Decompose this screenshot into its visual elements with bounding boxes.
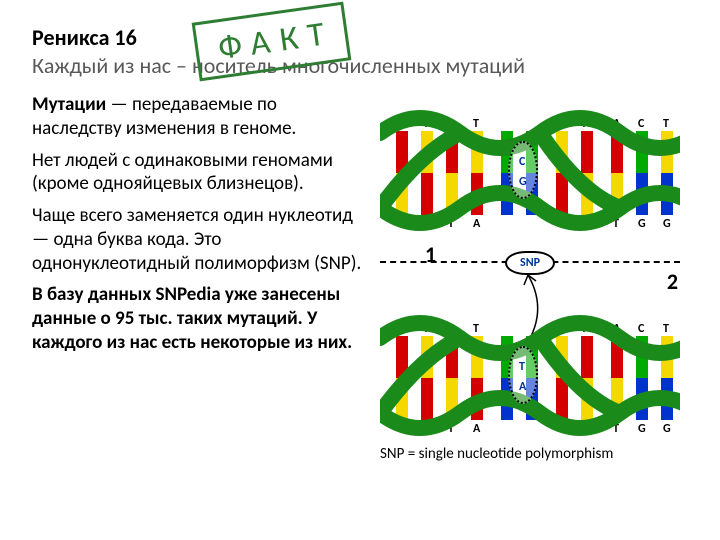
svg-text:G: G xyxy=(638,217,646,231)
slide-subtitle: Каждый из нас – носитель многочисленных … xyxy=(32,52,692,80)
body-text: Мутации — передаваемые по наследству изм… xyxy=(32,93,362,463)
svg-text:T: T xyxy=(473,117,479,131)
svg-text:T: T xyxy=(663,117,669,131)
paragraph-2: Нет людей с одинаковыми геномами (кроме … xyxy=(32,149,362,197)
svg-text:T: T xyxy=(663,322,669,336)
svg-text:C: C xyxy=(638,322,645,336)
paragraph-4: В базу данных SNPedia уже занесены данны… xyxy=(32,283,362,354)
svg-text:G: G xyxy=(663,422,671,436)
mut1-l1: C xyxy=(519,155,525,169)
svg-text:A: A xyxy=(473,422,481,436)
svg-text:T: T xyxy=(473,322,479,336)
mutation-circle-1: C G xyxy=(508,141,538,199)
strand-label-2: 2 xyxy=(667,268,678,295)
diagram-caption: SNP = single nucleotide polymorphism xyxy=(380,445,613,463)
svg-text:C: C xyxy=(638,117,645,131)
paragraph-1: Мутации — передаваемые по наследству изм… xyxy=(32,93,362,141)
p1-lead: Мутации xyxy=(32,93,106,116)
paragraph-3: Чаще всего заменяется один нуклеотид — о… xyxy=(32,204,362,275)
mutation-circle-2: T A xyxy=(508,346,538,404)
diagram-panel: ATTAATTATAATATCGTG C G 1 SNP 2 ATTAATTAT… xyxy=(380,93,680,463)
mut1-l2: G xyxy=(519,175,527,189)
slide-title: Реникса 16 xyxy=(32,24,692,52)
svg-text:G: G xyxy=(638,422,646,436)
mut2-l1: T xyxy=(519,360,525,374)
svg-text:A: A xyxy=(473,217,481,231)
svg-text:G: G xyxy=(663,217,671,231)
mut2-l2: A xyxy=(519,380,526,394)
strand-label-1: 1 xyxy=(425,241,436,268)
